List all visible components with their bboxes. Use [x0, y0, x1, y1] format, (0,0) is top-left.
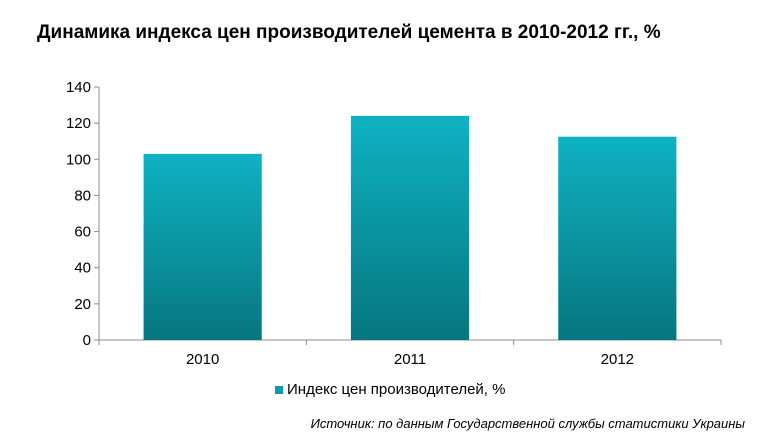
y-tick-label: 40 [74, 260, 91, 277]
legend: Индекс цен производителей, % [275, 381, 505, 398]
bar-2011 [350, 115, 470, 341]
bar-2012 [558, 136, 677, 340]
legend-label: Индекс цен производителей, % [287, 381, 506, 398]
y-tick-label: 0 [83, 332, 91, 349]
y-tick-label: 120 [66, 115, 91, 132]
y-axis: 0 20 40 60 80 100 120 140 [66, 79, 100, 349]
y-tick-label: 60 [74, 224, 91, 241]
bars [143, 115, 677, 341]
source-note: Источник: по данным Государственной служ… [310, 416, 745, 431]
x-tick-label: 2010 [186, 351, 219, 368]
y-tick-label: 100 [66, 151, 91, 168]
y-tick-label: 80 [74, 187, 91, 204]
bar-2010 [143, 153, 262, 340]
x-tick-label: 2012 [601, 351, 634, 368]
x-tick-label: 2011 [394, 351, 426, 368]
y-tick-label: 140 [66, 79, 91, 96]
legend-swatch [275, 385, 283, 394]
x-axis: 2010 2011 2012 [98, 339, 722, 368]
chart-title: Динамика индекса цен производителей цеме… [37, 22, 661, 43]
y-tick-label: 20 [74, 296, 91, 313]
